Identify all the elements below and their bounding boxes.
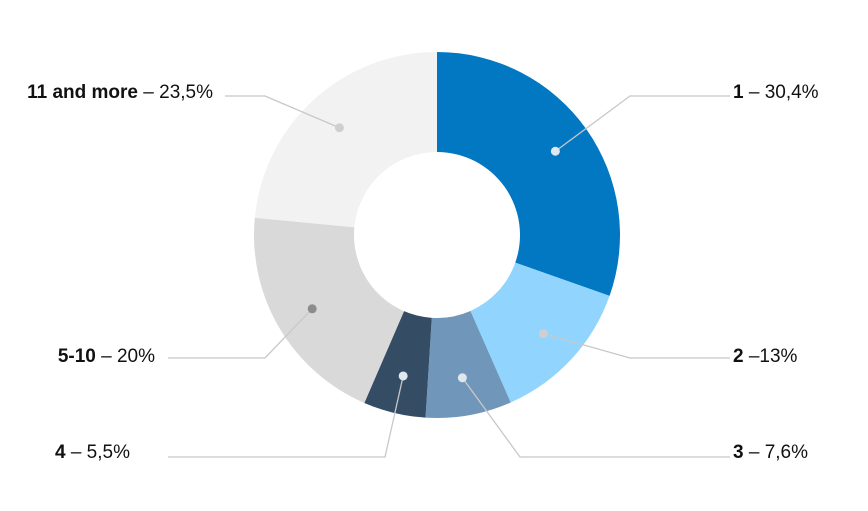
leader-dot-4 xyxy=(398,371,408,381)
slice-4 xyxy=(364,311,432,418)
leader-dot-11-and-more xyxy=(334,123,344,133)
slice-3 xyxy=(425,310,511,418)
slice-label-3: 3 – 7,6% xyxy=(733,442,808,463)
slice-label-5-10: 5-10 – 20% xyxy=(58,346,155,367)
leader-line-3 xyxy=(461,377,730,458)
slice-label-value: – 20% xyxy=(96,346,155,367)
leader-line-1 xyxy=(554,95,730,152)
slice-5-10 xyxy=(253,217,405,403)
leader-dot-2 xyxy=(538,329,548,339)
slice-label-value: – 23,5% xyxy=(138,82,213,103)
slice-label-category: 1 xyxy=(733,82,744,103)
slice-label-category: 5-10 xyxy=(58,346,96,367)
slice-label-value: – 5,5% xyxy=(66,442,131,463)
slice-label-category: 11 and more xyxy=(27,82,138,103)
slice-label-value: – 30,4% xyxy=(744,82,819,103)
slice-label-category: 4 xyxy=(55,442,66,463)
donut-slices xyxy=(253,52,620,418)
slice-11-and-more xyxy=(254,52,437,228)
leader-line-4 xyxy=(168,375,404,458)
leader-lines xyxy=(168,95,730,458)
slice-label-value: –13% xyxy=(744,346,798,367)
leader-dot-5-10 xyxy=(307,304,317,314)
slice-1 xyxy=(437,52,620,296)
slice-label-2: 2 –13% xyxy=(733,346,798,367)
leader-dot-1 xyxy=(550,146,560,156)
slice-label-category: 2 xyxy=(733,346,744,367)
slice-label-11-and-more: 11 and more – 23,5% xyxy=(27,82,213,103)
slice-label-4: 4 – 5,5% xyxy=(55,442,130,463)
leader-line-5-10 xyxy=(168,308,313,359)
slice-label-1: 1 – 30,4% xyxy=(733,82,819,103)
slice-labels: 1 – 30,4% 2 –13% 3 – 7,6% 4 – 5,5% 5-10 – 20… xyxy=(27,82,819,463)
leader-dot-3 xyxy=(457,373,467,383)
slice-label-value: – 7,6% xyxy=(744,442,809,463)
slice-label-category: 3 xyxy=(733,442,744,463)
leader-line-2 xyxy=(543,332,730,359)
leader-line-11-and-more xyxy=(225,95,340,129)
